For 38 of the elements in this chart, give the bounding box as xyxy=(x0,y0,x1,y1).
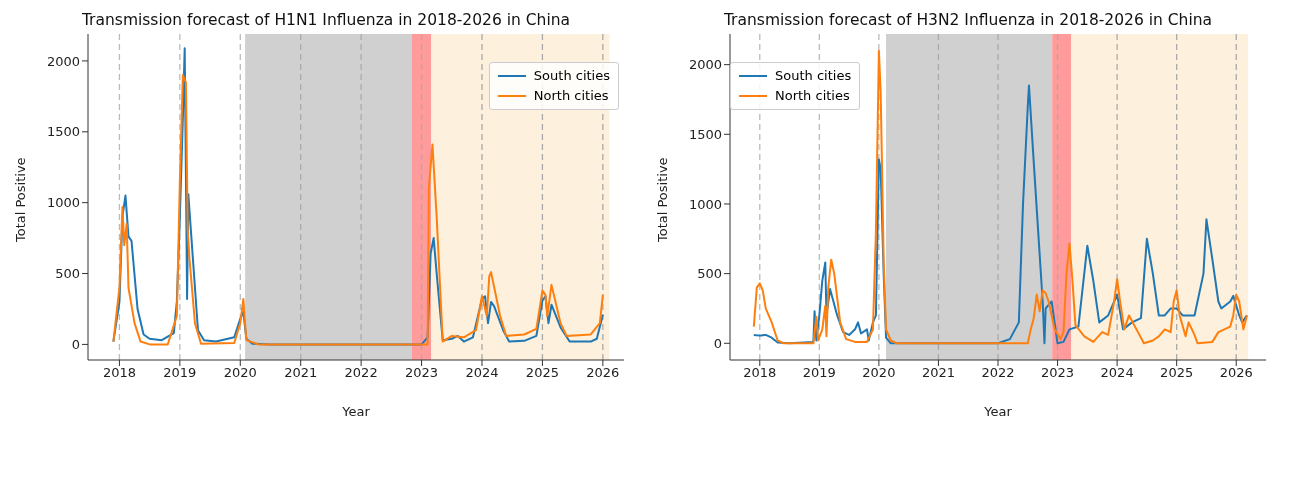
y-axis-title: Total Positive xyxy=(12,157,28,243)
x-tick-label: 2024 xyxy=(1100,365,1134,381)
x-axis-title: Year xyxy=(341,404,371,419)
y-tick-label: 1000 xyxy=(46,195,80,211)
chart-title: Transmission forecast of H3N2 Influenza in 2018-2026 in China xyxy=(722,10,1214,31)
x-tick-label: 2019 xyxy=(163,365,197,381)
x-tick-label: 2018 xyxy=(102,365,136,381)
y-tick-label: 2000 xyxy=(688,57,722,73)
chart-title: Transmission forecast of H1N1 Influenza in 2018-2026 in China xyxy=(80,10,572,31)
x-tick-label: 2020 xyxy=(223,365,257,381)
x-tick-label: 2025 xyxy=(525,365,559,381)
x-tick-label: 2022 xyxy=(981,365,1015,381)
x-tick-label: 2021 xyxy=(284,365,318,381)
y-tick-label: 2000 xyxy=(46,53,80,69)
legend-label: North cities xyxy=(533,87,609,105)
x-tick-label: 2021 xyxy=(921,365,955,381)
x-tick-label: 2026 xyxy=(1219,365,1253,381)
y-tick-label: 1500 xyxy=(46,124,80,140)
x-tick-label: 2024 xyxy=(465,365,499,381)
y-tick-label: 1000 xyxy=(688,196,722,212)
x-tick-label: 2018 xyxy=(743,365,777,381)
x-tick-label: 2025 xyxy=(1160,365,1194,381)
x-axis-title: Year xyxy=(983,404,1013,419)
x-tick-label: 2023 xyxy=(1041,365,1075,381)
y-tick-label: 0 xyxy=(71,337,80,353)
legend-label: South cities xyxy=(775,67,852,85)
x-tick-label: 2019 xyxy=(802,365,836,381)
x-tick-label: 2023 xyxy=(405,365,439,381)
y-tick-label: 0 xyxy=(713,335,722,351)
x-tick-label: 2020 xyxy=(862,365,896,381)
y-tick-label: 500 xyxy=(55,266,80,282)
y-axis-title: Total Positive xyxy=(654,157,670,243)
x-tick-label: 2022 xyxy=(344,365,378,381)
legend-label: North cities xyxy=(775,87,850,105)
legend-label: South cities xyxy=(533,67,610,85)
y-tick-label: 500 xyxy=(697,266,722,282)
y-tick-label: 1500 xyxy=(688,126,722,142)
x-tick-label: 2026 xyxy=(586,365,620,381)
